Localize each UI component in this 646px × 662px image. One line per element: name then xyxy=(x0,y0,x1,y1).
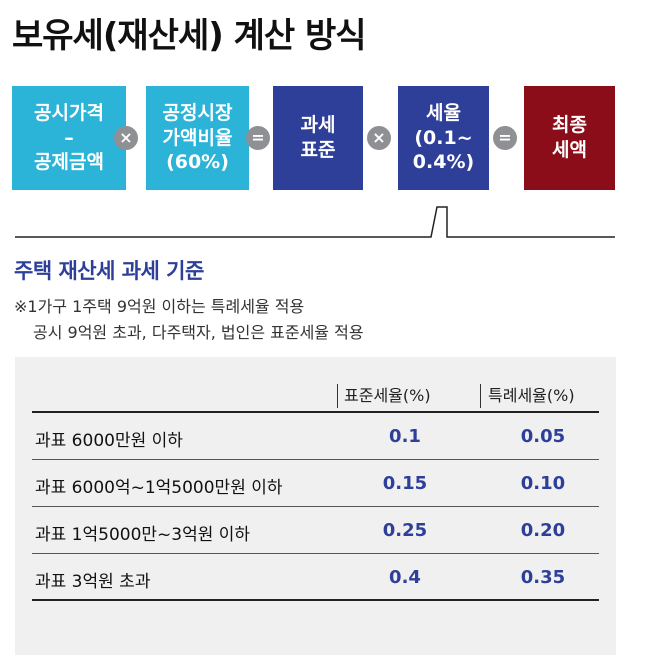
table-row: 과표 6000만원 이하 0.1 0.05 xyxy=(32,413,599,460)
section-heading: 주택 재산세 과세 기준 xyxy=(14,259,204,283)
note-line-2: 공시 9억원 초과, 다주택자, 법인은 표준세율 적용 xyxy=(33,323,364,342)
row-label: 과표 6000만원 이하 xyxy=(35,431,183,451)
equals-icon-1: = xyxy=(246,126,270,150)
box-fair-market-ratio-line3: (60%) xyxy=(166,151,229,174)
table-header: 표준세율(%) 특례세율(%) xyxy=(32,378,599,413)
box-fair-market-ratio-line1: 공정시장 xyxy=(162,101,233,124)
special-rate-value: 0.20 xyxy=(520,520,566,541)
box-assessed-price: 공시가격 – 공제금액 xyxy=(12,86,126,190)
box-tax-rate-line3: 0.4%) xyxy=(412,151,475,174)
row-label: 과표 6000억~1억5000만원 이하 xyxy=(35,478,283,498)
box-tax-base-line2: 표준 xyxy=(300,139,336,161)
special-rate-value: 0.05 xyxy=(520,426,566,447)
equals-icon-2: = xyxy=(493,126,517,150)
box-assessed-price-line3: 공제금액 xyxy=(34,151,104,174)
table-row: 과표 3억원 초과 0.4 0.35 xyxy=(32,554,599,601)
box-tax-rate: 세율 (0.1~ 0.4%) xyxy=(398,86,489,190)
box-final-tax-line1: 최종 xyxy=(552,114,587,137)
box-tax-base: 과세 표준 xyxy=(273,86,363,190)
header-divider xyxy=(480,384,481,408)
box-fair-market-ratio: 공정시장 가액비율 (60%) xyxy=(146,86,249,190)
standard-rate-value: 0.1 xyxy=(389,426,421,447)
header-standard-rate: 표준세율(%) xyxy=(344,386,431,405)
row-label: 과표 3억원 초과 xyxy=(35,572,151,592)
table-row: 과표 1억5000만~3억원 이하 0.25 0.20 xyxy=(32,507,599,554)
box-tax-rate-line2: (0.1~ xyxy=(414,126,473,149)
note-line-1: ※1가구 1주택 9억원 이하는 특례세율 적용 xyxy=(14,297,305,316)
standard-rate-value: 0.4 xyxy=(389,567,421,588)
box-tax-rate-line1: 세율 xyxy=(426,101,461,124)
header-special-rate: 특례세율(%) xyxy=(488,386,575,405)
tax-rate-table: 표준세율(%) 특례세율(%) 과표 6000만원 이하 0.1 0.05 과표… xyxy=(32,378,599,601)
standard-rate-value: 0.25 xyxy=(382,520,428,541)
special-rate-value: 0.10 xyxy=(520,473,566,494)
multiply-icon-1: × xyxy=(114,126,138,150)
header-divider xyxy=(337,384,338,408)
callout-line xyxy=(15,206,615,238)
box-tax-base-line1: 과세 xyxy=(300,114,336,137)
box-final-tax: 최종 세액 xyxy=(524,86,615,190)
box-assessed-price-line2: – xyxy=(64,126,74,149)
multiply-icon-2: × xyxy=(367,126,391,150)
page-title: 보유세(재산세) 계산 방식 xyxy=(12,16,367,56)
calculation-flow: 공시가격 – 공제금액 × 공정시장 가액비율 (60%) = 과세 표준 × … xyxy=(12,86,632,190)
box-assessed-price-line1: 공시가격 xyxy=(34,101,104,124)
box-final-tax-line2: 세액 xyxy=(552,139,587,161)
box-fair-market-ratio-line2: 가액비율 xyxy=(162,126,233,149)
table-row: 과표 6000억~1억5000만원 이하 0.15 0.10 xyxy=(32,460,599,507)
special-rate-value: 0.35 xyxy=(520,567,566,588)
row-label: 과표 1억5000만~3억원 이하 xyxy=(35,525,251,545)
standard-rate-value: 0.15 xyxy=(382,473,428,494)
tax-rate-table-panel: 표준세율(%) 특례세율(%) 과표 6000만원 이하 0.1 0.05 과표… xyxy=(15,357,616,655)
